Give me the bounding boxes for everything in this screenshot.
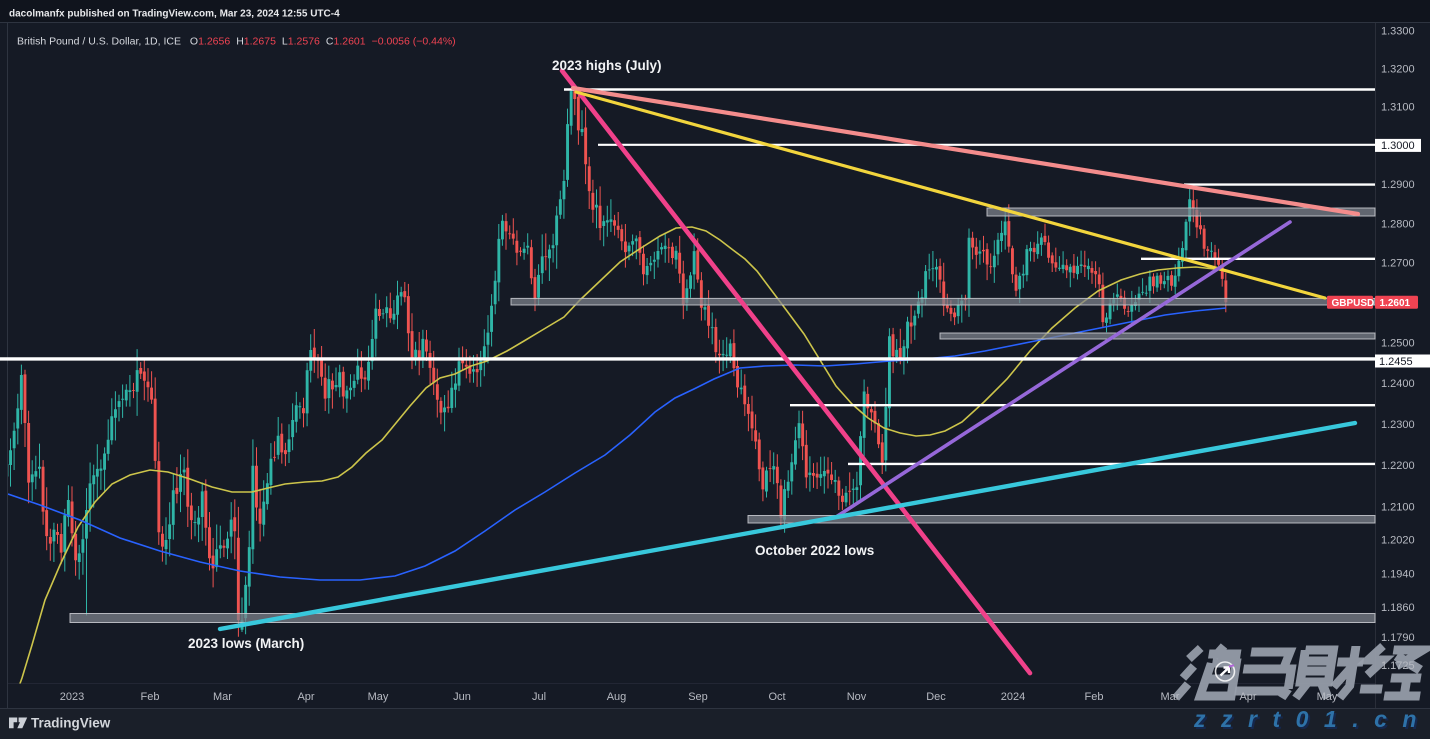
svg-text:TradingView: TradingView: [31, 716, 111, 731]
svg-text:October 2022 lows: October 2022 lows: [755, 543, 874, 558]
svg-text:Apr: Apr: [297, 691, 314, 703]
svg-text:GBPUSD: GBPUSD: [1332, 298, 1375, 309]
svg-text:Jul: Jul: [532, 691, 546, 703]
svg-text:1.1940: 1.1940: [1381, 568, 1415, 580]
svg-text:May: May: [368, 691, 389, 703]
svg-text:Sep: Sep: [688, 691, 708, 703]
svg-text:Apr: Apr: [1239, 691, 1256, 703]
svg-text:dacolmanfx published on Tradin: dacolmanfx published on TradingView.com,…: [9, 9, 340, 20]
svg-text:1.2200: 1.2200: [1381, 460, 1415, 472]
svg-text:1.2700: 1.2700: [1381, 258, 1415, 270]
svg-text:1.2400: 1.2400: [1381, 378, 1415, 390]
svg-text:British Pound / U.S. Dollar, 1: British Pound / U.S. Dollar, 1D, ICE O1.…: [17, 36, 456, 48]
svg-text:May: May: [1317, 691, 1338, 703]
svg-text:2024: 2024: [1001, 691, 1025, 703]
svg-text:Oct: Oct: [768, 691, 785, 703]
svg-text:Nov: Nov: [847, 691, 867, 703]
svg-text:Mar: Mar: [1161, 691, 1180, 703]
svg-text:2023 highs (July): 2023 highs (July): [552, 58, 662, 73]
svg-text:Aug: Aug: [607, 691, 627, 703]
svg-text:1.1860: 1.1860: [1381, 602, 1415, 614]
svg-text:2023: 2023: [60, 691, 84, 703]
svg-text:Mar: Mar: [213, 691, 232, 703]
svg-text:1.2020: 1.2020: [1381, 535, 1415, 547]
svg-text:1.2300: 1.2300: [1381, 419, 1415, 431]
svg-text:1.1790: 1.1790: [1381, 632, 1415, 644]
svg-text:1.2800: 1.2800: [1381, 218, 1415, 230]
svg-text:1.2455: 1.2455: [1379, 356, 1413, 368]
svg-text:Dec: Dec: [926, 691, 946, 703]
svg-text:Jun: Jun: [453, 691, 471, 703]
svg-text:1.3100: 1.3100: [1381, 102, 1415, 114]
svg-text:1.2100: 1.2100: [1381, 501, 1415, 513]
svg-text:1.3000: 1.3000: [1381, 140, 1415, 152]
svg-text:1.3300: 1.3300: [1381, 25, 1415, 37]
svg-text:2023 lows (March): 2023 lows (March): [188, 636, 304, 651]
svg-text:1.2601: 1.2601: [1380, 298, 1411, 309]
svg-text:zzrt01.cn: zzrt01.cn: [1193, 706, 1430, 732]
svg-text:1.2900: 1.2900: [1381, 179, 1415, 191]
svg-text:1.1725: 1.1725: [1381, 660, 1415, 672]
svg-text:1.3200: 1.3200: [1381, 63, 1415, 75]
svg-text:1.2500: 1.2500: [1381, 338, 1415, 350]
svg-text:Feb: Feb: [1085, 691, 1104, 703]
svg-text:Feb: Feb: [141, 691, 160, 703]
svg-text:zzrt01.cn: zzrt01.cn: [1195, 708, 1430, 734]
